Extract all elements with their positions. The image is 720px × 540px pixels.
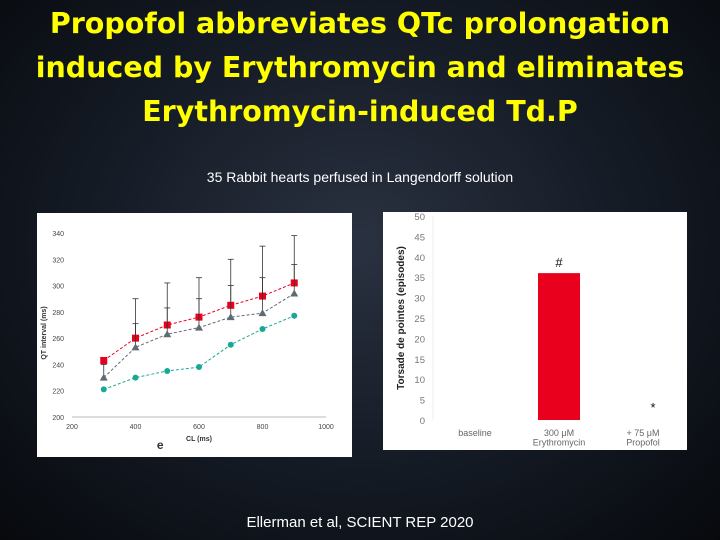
category-label: + 75 μM (627, 428, 660, 438)
torsade-chart: 0 5 10 15 20 25 30 35 40 45 50 Torsade de pointes (… (396, 212, 660, 448)
citation: Ellerman et al, SCIENT REP 2020 (246, 514, 474, 531)
bar-2 (538, 273, 580, 420)
data-point-circle (196, 364, 202, 371)
data-point-circle (164, 368, 171, 374)
y-tick-label: 40 (414, 253, 425, 264)
data-point-square (100, 356, 108, 364)
category-label: baseline (458, 428, 492, 438)
title-line-1: Propofol abbreviates QTc prolongation (49, 7, 671, 40)
tdp-chart-panel: 0 5 10 15 20 25 30 35 40 45 50 Torsade de pointes (… (383, 212, 687, 450)
title-line-2: induced by Erythromycin and eliminates (35, 51, 685, 84)
y-tick-label: 50 (414, 212, 425, 223)
data-point-circle (100, 386, 107, 393)
y-tick-label: 200 (52, 415, 64, 422)
x-tick-label: 400 (130, 424, 142, 431)
data-point-circle (259, 325, 266, 332)
x-tick-label: 800 (257, 424, 269, 431)
data-point-triangle (163, 330, 172, 338)
y-tick-label: 30 (414, 294, 425, 305)
y-tick-label: 280 (52, 310, 64, 317)
data-point-circle (291, 312, 298, 319)
significance-marker: * (650, 400, 655, 415)
data-point-triangle (195, 323, 203, 331)
data-point-triangle (131, 343, 140, 351)
y-tick-label: 300 (52, 284, 64, 291)
x-tick-label: 600 (193, 424, 205, 431)
panel-label: e (157, 438, 164, 452)
data-point-triangle (290, 289, 299, 297)
y-tick-label: 340 (52, 231, 64, 238)
subtitle: 35 Rabbit hearts perfused in Langendorff… (206, 169, 514, 185)
y-tick-label: 35 (414, 273, 425, 284)
y-tick-label: 260 (52, 336, 64, 343)
qt-chart-panel: 200 220 240 260 280 300 320 340 200 400 600 800 1000… (37, 213, 352, 457)
data-point-triangle (258, 309, 267, 317)
y-tick-label: 20 (414, 334, 425, 345)
y-tick-label: 5 (420, 396, 425, 407)
category-label: Erythromycin (533, 438, 586, 448)
qt-interval-chart: 200 220 240 260 280 300 320 340 200 400 600 800 1000… (41, 231, 334, 452)
y-axis-title: Torsade de pointes (episodes) (396, 246, 407, 390)
y-tick-label: 15 (414, 355, 425, 366)
category-label: 300 μM (544, 428, 574, 438)
y-tick-label: 320 (52, 257, 64, 264)
y-tick-label: 0 (420, 416, 425, 427)
y-tick-label: 220 (52, 389, 64, 396)
x-axis-title: CL (ms) (186, 436, 212, 443)
y-tick-label: 240 (52, 362, 64, 369)
y-tick-label: 10 (414, 375, 425, 386)
x-tick-label: 200 (66, 424, 78, 431)
data-point-circle (227, 341, 234, 348)
data-point-triangle (226, 313, 235, 321)
significance-marker: # (555, 255, 563, 270)
title-line-3: Erythromycin-induced Td.P (142, 95, 578, 128)
y-tick-label: 25 (414, 314, 425, 325)
data-point-circle (132, 374, 139, 381)
category-label: Propofol (626, 438, 660, 448)
slide-title: Propofol abbreviates QTc prolongation in… (0, 2, 720, 134)
y-tick-label: 45 (414, 232, 425, 243)
x-tick-label: 1000 (318, 424, 334, 431)
y-axis-title: QT interval (ms) (41, 306, 48, 359)
data-point-triangle (99, 373, 108, 381)
